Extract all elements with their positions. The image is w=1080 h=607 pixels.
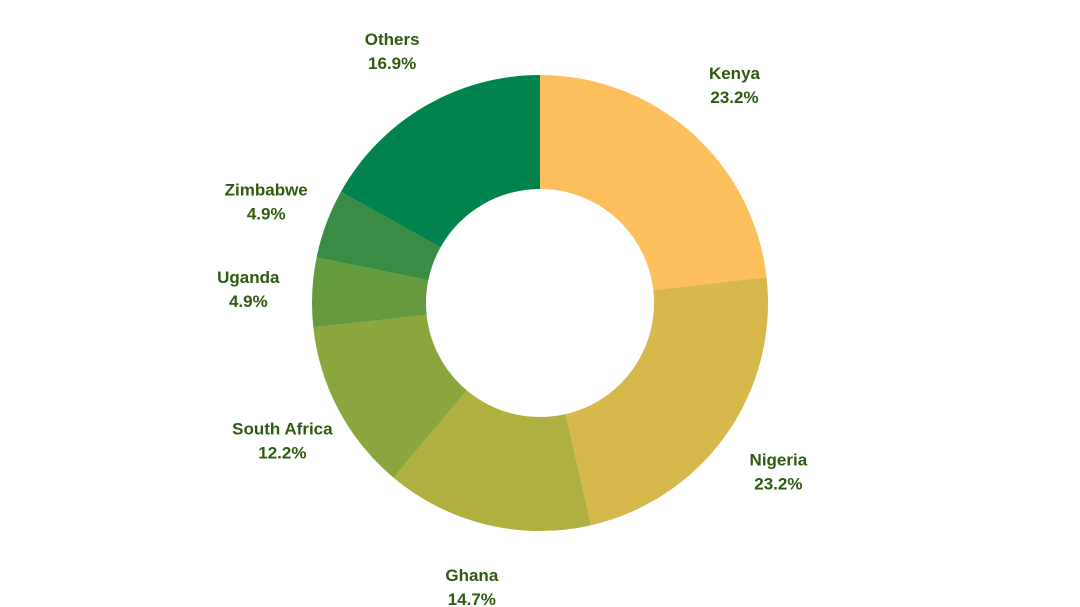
slice-zimbabwe bbox=[316, 191, 441, 281]
slice-percent: 23.2% bbox=[710, 88, 758, 107]
slice-label-nigeria: Nigeria 23.2% bbox=[750, 451, 808, 494]
slice-label-kenya: Kenya 23.2% bbox=[709, 64, 761, 107]
slice-percent: 4.9% bbox=[247, 205, 286, 224]
slice-name: Others bbox=[365, 30, 420, 49]
slice-nigeria bbox=[565, 277, 768, 526]
labels-group: Kenya 23.2% Nigeria 23.2% Ghana 14.7% South Af… bbox=[217, 30, 808, 607]
slice-label-uganda: Uganda 4.9% bbox=[217, 268, 280, 311]
slice-percent: 14.7% bbox=[448, 590, 496, 607]
slice-name: South Africa bbox=[232, 419, 333, 438]
slice-label-south-africa: South Africa 12.2% bbox=[232, 419, 333, 462]
slices-group bbox=[312, 75, 768, 531]
slice-percent: 16.9% bbox=[368, 54, 416, 73]
slice-name: Kenya bbox=[709, 64, 761, 83]
slice-others bbox=[340, 75, 540, 248]
slice-ghana bbox=[393, 390, 592, 531]
slice-label-ghana: Ghana 14.7% bbox=[445, 566, 498, 607]
slice-percent: 4.9% bbox=[229, 292, 268, 311]
slice-name: Ghana bbox=[445, 566, 498, 585]
slice-label-zimbabwe: Zimbabwe 4.9% bbox=[225, 181, 308, 224]
slice-name: Zimbabwe bbox=[225, 181, 308, 200]
slice-kenya bbox=[540, 75, 767, 291]
slice-name: Nigeria bbox=[750, 451, 808, 470]
slice-percent: 23.2% bbox=[754, 475, 802, 494]
slice-name: Uganda bbox=[217, 268, 280, 287]
slice-south-africa bbox=[313, 315, 467, 478]
slice-label-others: Others 16.9% bbox=[365, 30, 420, 73]
slice-uganda bbox=[312, 257, 429, 328]
slice-percent: 12.2% bbox=[258, 443, 306, 462]
